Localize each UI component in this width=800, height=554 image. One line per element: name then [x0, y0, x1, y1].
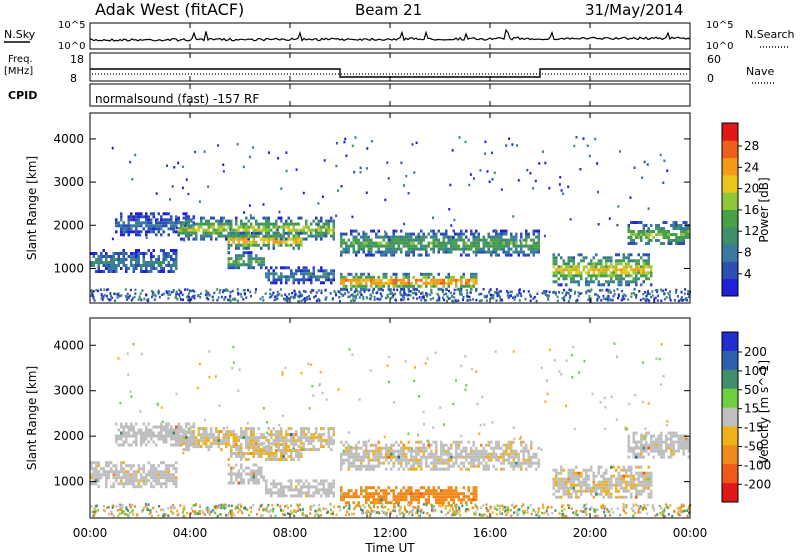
velocity-scale-tick: -50 — [744, 440, 764, 454]
noise-left-tick-bottom: 10^0 — [58, 41, 85, 52]
range-tick-label: 3000 — [53, 384, 84, 398]
site-title: Adak West (fitACF) — [95, 0, 244, 19]
noise-right-tick-top: 10^5 — [706, 20, 733, 31]
range-tick-label: 1000 — [53, 261, 84, 275]
velocity-scale-tick: 15 — [744, 402, 759, 416]
cpid-label: CPID — [8, 89, 37, 102]
velocity-echoes — [90, 342, 692, 518]
noise-left-tick-top: 10^5 — [58, 20, 85, 31]
freq-left-tick-top: 18 — [70, 53, 84, 66]
range-tick-label: 2000 — [53, 218, 84, 232]
frequency-series — [90, 68, 690, 78]
freq-left-tick-bottom: 8 — [70, 72, 77, 85]
nsearch-label: N.Search — [745, 28, 795, 41]
power-scale-tick: 12 — [744, 224, 759, 238]
mhz-label: [MHz] — [4, 66, 33, 77]
range-tick-label: 2000 — [53, 429, 84, 443]
velocity-scale-tick: 100 — [744, 364, 767, 378]
noise-panel: N.Sky 10^5 10^0 10^5 10^0 N.Search — [4, 20, 795, 52]
power-scale-tick: 8 — [744, 246, 752, 260]
cpid-panel: CPID normalsound (fast) -157 RF — [8, 83, 691, 107]
freq-right-tick-top: 60 — [707, 53, 721, 66]
power-scale-tick: 24 — [744, 160, 759, 174]
range-tick-label: 4000 — [53, 338, 84, 352]
velocity-colorbar: 200 100 50 15 -15 -50 -100 -200 — [721, 331, 771, 503]
time-tick-label: 12:00 — [373, 526, 408, 540]
freq-right-tick-bottom: 0 — [707, 72, 714, 85]
range-tick-label: 4000 — [53, 132, 84, 146]
velocity-scale-tick: 200 — [744, 345, 767, 359]
time-tick-label: 20:00 — [573, 526, 608, 540]
velocity-scale-tick: -15 — [744, 421, 764, 435]
velocity-panel: 1000 2000 3000 4000 Slant Range [km] — [25, 317, 692, 519]
power-ylabel: Slant Range [km] — [25, 156, 39, 260]
time-axis-label: Time UT — [364, 541, 415, 554]
power-scale-tick: 4 — [744, 267, 752, 281]
time-axis: 00:00 04:00 08:00 12:00 16:00 20:00 00:00 — [73, 23, 708, 540]
power-scale-tick: 28 — [744, 139, 759, 153]
freq-label: Freq. — [8, 54, 33, 65]
nsky-series — [89, 28, 691, 42]
velocity-scale-label: Velocity [m s^-1] — [757, 360, 771, 464]
power-scale-tick: 20 — [744, 182, 759, 196]
velocity-scale-tick: -200 — [744, 477, 771, 491]
range-tick-label: 1000 — [53, 475, 84, 489]
noise-right-tick-bottom: 10^0 — [706, 41, 733, 52]
time-tick-label: 00:00 — [673, 526, 708, 540]
nsky-label: N.Sky — [4, 28, 36, 41]
power-echoes — [90, 136, 691, 303]
time-tick-label: 04:00 — [173, 526, 208, 540]
date-title: 31/May/2014 — [585, 1, 683, 19]
power-colorbar: 28 24 20 16 12 8 4 — [721, 122, 759, 297]
beam-title: Beam 21 — [355, 1, 422, 19]
power-panel: 1000 2000 3000 4000 Slant Range [km] — [25, 112, 691, 304]
time-tick-label: 16:00 — [473, 526, 508, 540]
time-tick-label: 00:00 — [73, 526, 108, 540]
velocity-scale-tick: 50 — [744, 383, 759, 397]
frequency-panel: Freq. [MHz] 18 8 60 0 Nave — [4, 52, 776, 85]
power-scale-label: Power [dB] — [757, 177, 771, 242]
time-tick-label: 08:00 — [273, 526, 308, 540]
power-scale-tick: 16 — [744, 203, 759, 217]
cpid-value: normalsound (fast) -157 RF — [95, 92, 259, 106]
range-tick-label: 3000 — [53, 175, 84, 189]
nave-label: Nave — [746, 65, 774, 78]
velocity-scale-tick: -100 — [744, 458, 771, 472]
velocity-ylabel: Slant Range [km] — [25, 366, 39, 470]
